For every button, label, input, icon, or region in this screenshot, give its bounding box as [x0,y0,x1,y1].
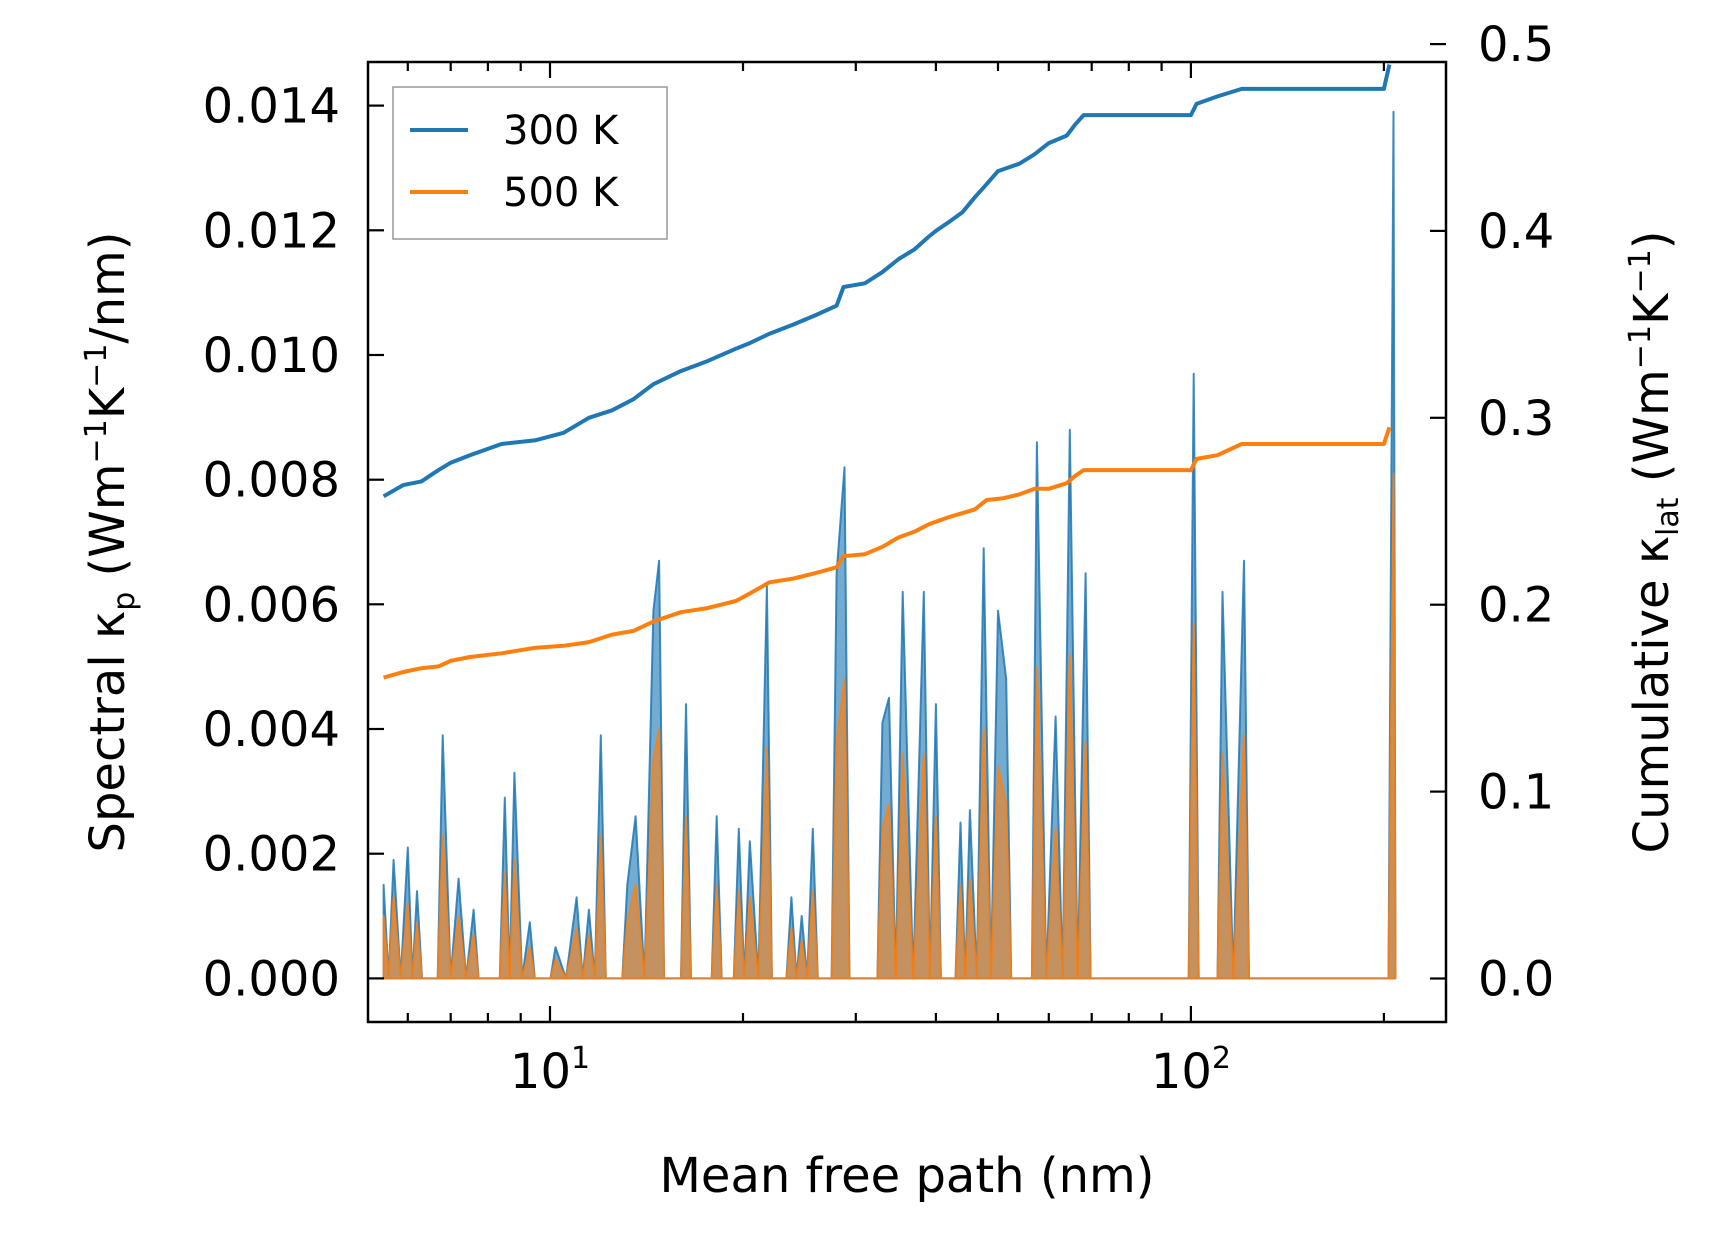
cumulative-lines [382,64,1392,680]
y-right-tick-label: 0.5 [1478,17,1554,73]
y-right-tick-label: 0.2 [1478,578,1554,634]
x-tick-label: 102 [1151,1041,1231,1100]
y-left-tick-label: 0.000 [203,951,340,1007]
tick-labels: 101 102 0.000 0.002 0.004 0.006 0.008 0.010 0.01… [203,17,1555,1100]
cumulative-line-500k [383,426,1392,680]
legend-box [392,86,668,240]
y-left-tick-label: 0.008 [203,453,340,509]
cumulative-line-300k [382,64,1392,499]
plot-frame [366,60,1448,1024]
axis-ticks [368,42,1446,1022]
y-right-axis-title: Cumulative κlat (Wm−1K−1) [1623,231,1686,854]
legend-label-300k: 300 K [503,108,620,154]
spectral-area-500k [382,472,1397,980]
legend-label-500k: 500 K [503,170,620,216]
y-right-tick-label: 0.3 [1478,391,1554,447]
y-right-tick-label: 0.4 [1478,204,1554,260]
y-left-tick-label: 0.014 [203,79,340,135]
y-right-tick-label: 0.1 [1478,765,1554,821]
y-left-tick-label: 0.002 [203,827,340,883]
spectral-fills [382,110,1397,980]
y-left-tick-label: 0.004 [203,702,340,758]
y-left-tick-label: 0.006 [203,577,340,633]
y-right-tick-label: 0.0 [1478,952,1554,1008]
y-left-tick-label: 0.010 [203,328,340,384]
legend: 300 K 500 K [392,86,668,240]
y-left-tick-label: 0.012 [203,203,340,259]
x-axis-title: Mean free path (nm) [660,1148,1155,1204]
y-left-axis-title: Spectral κp (Wm−1K−1/nm) [79,232,142,853]
x-tick-label: 101 [510,1041,590,1100]
